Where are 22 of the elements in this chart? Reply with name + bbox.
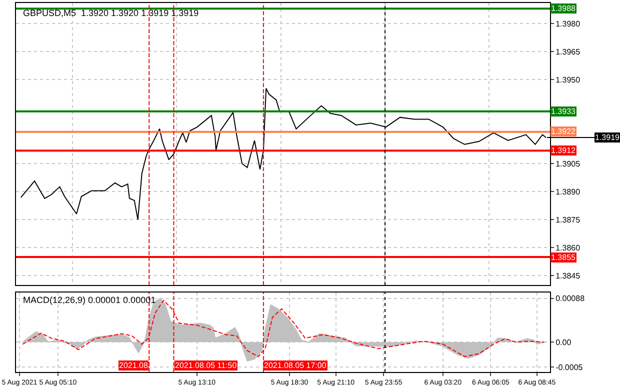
chart-title: MACD(12,26,9) 0.00001 0.00001	[23, 295, 156, 305]
y-tick-label: 1.3980	[556, 19, 581, 28]
y-tick-label: 0.00088	[556, 294, 586, 304]
ref-line-label: 1.3922	[551, 127, 576, 136]
y-tick-label: 1.3875	[556, 215, 581, 224]
y-tick-label: 1.3965	[556, 47, 581, 56]
y-tick-label: 1.3890	[556, 187, 581, 196]
ref-line-label: 2021.08.05 17:00	[264, 361, 327, 370]
y-tick-label: 1.3905	[556, 159, 581, 168]
ref-line-label: 2021.08	[119, 361, 148, 370]
ref-line-label: 1.3988	[551, 4, 576, 13]
ref-line-label: 1.3855	[551, 253, 576, 262]
y-tick-label: 1.3860	[556, 244, 581, 252]
y-tick-label: 0.00	[556, 338, 572, 347]
annotation: 1.3919	[595, 133, 620, 142]
ref-line-label: 1.3933	[551, 107, 576, 116]
y-tick-label: 1.3845	[556, 272, 581, 281]
ref-line-label: 2021.08.05 11:50	[175, 361, 238, 370]
ref-line-label: 1.3912	[551, 146, 576, 155]
y-tick-label: -0.0005	[556, 362, 584, 372]
y-tick-label: 1.3950	[556, 75, 581, 84]
text: GBPUSD,M5 1.3920 1.3920 1.3919 1.3919	[23, 8, 199, 18]
